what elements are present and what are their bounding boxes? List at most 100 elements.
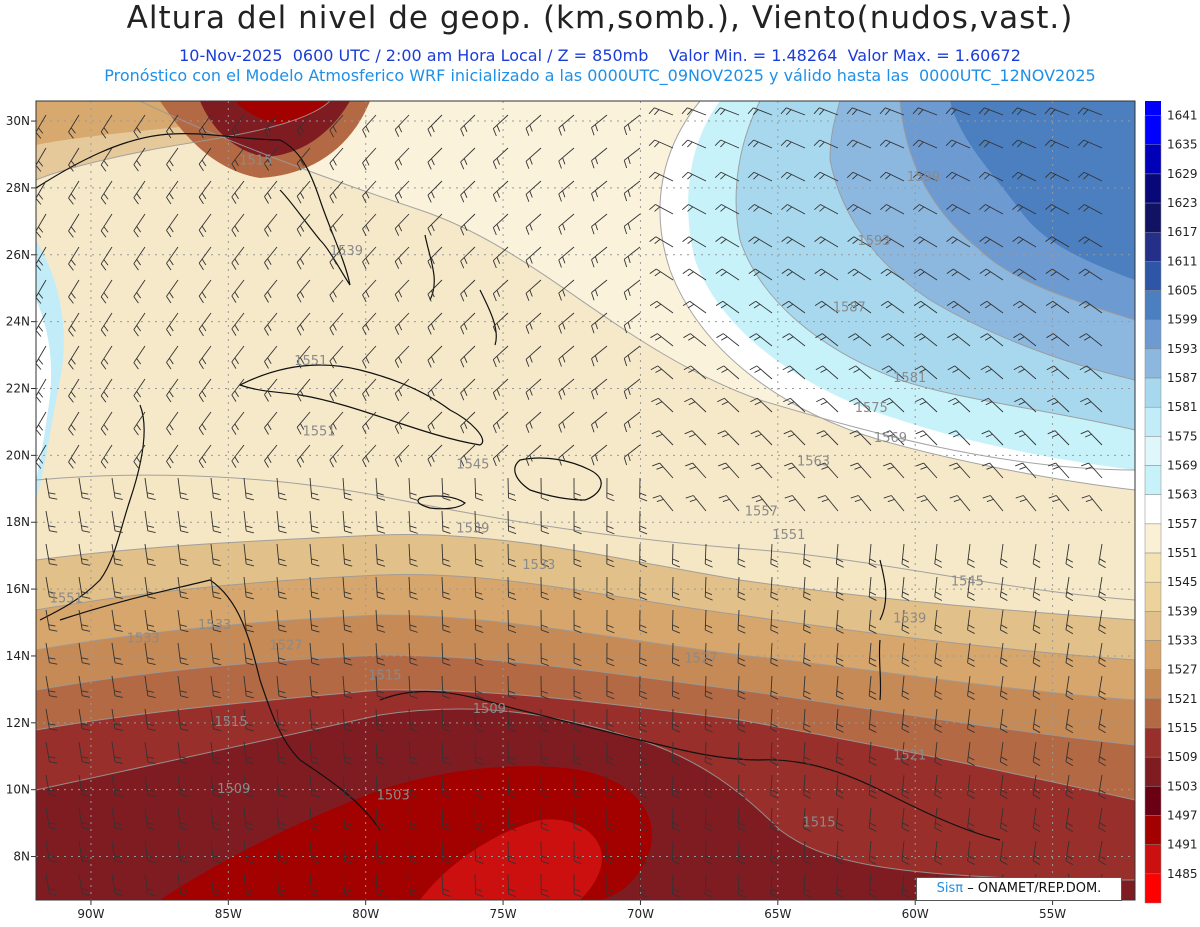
wind-barb — [78, 477, 91, 500]
wind-barb — [704, 873, 713, 898]
wind-barb — [68, 180, 80, 205]
wind-barb — [68, 444, 80, 469]
wind-barb — [540, 873, 549, 898]
wind-barb — [1047, 430, 1070, 446]
wind-barb — [408, 510, 418, 534]
wind-barb — [639, 807, 648, 832]
wind-barb — [1065, 708, 1074, 734]
wind-barb — [1045, 236, 1070, 248]
wind-barb — [979, 268, 1004, 281]
wind-barb — [816, 397, 839, 413]
legend-level-label: 1623 — [1167, 196, 1198, 210]
legend-cap — [1145, 101, 1161, 116]
wind-barb — [198, 444, 212, 469]
legend-swatch — [1144, 815, 1162, 845]
wind-barb — [737, 873, 746, 898]
wind-barb — [408, 708, 418, 732]
wind-barb — [507, 477, 517, 502]
wind-barb — [133, 411, 146, 436]
wind-barb — [782, 365, 806, 380]
wind-barb — [492, 246, 509, 269]
wind-barb — [737, 675, 746, 700]
wind-barb — [948, 430, 971, 446]
wind-barb — [947, 333, 971, 347]
wind-barb — [329, 345, 344, 369]
wind-barb — [231, 411, 245, 435]
wind-barb — [648, 139, 674, 149]
wind-barb — [144, 609, 156, 633]
wind-barb — [1078, 300, 1103, 314]
wind-barb — [901, 609, 910, 634]
wind-barb — [111, 576, 123, 599]
wind-barb — [718, 462, 740, 479]
wind-barb — [682, 236, 707, 248]
contour-label: 1533 — [198, 618, 231, 633]
wind-barb — [967, 840, 975, 865]
wind-barb — [770, 873, 779, 898]
wind-barb — [780, 139, 806, 149]
wind-barb — [982, 495, 1004, 512]
wind-barb — [474, 774, 484, 798]
contour-label: 1503 — [377, 789, 410, 804]
contour-label: 1545 — [951, 575, 984, 590]
wind-barb — [198, 312, 212, 337]
wind-barb — [133, 213, 146, 238]
wind-barb — [362, 213, 377, 237]
wind-barb — [1046, 333, 1070, 347]
wind-barb — [1098, 642, 1106, 668]
wind-barb — [78, 642, 91, 665]
wind-barb — [999, 642, 1008, 668]
wind-barb — [198, 279, 212, 304]
legend-swatch — [1144, 552, 1162, 583]
legend-swatch — [1144, 290, 1162, 320]
wind-barb — [623, 147, 641, 169]
wind-barb — [1044, 139, 1070, 149]
wind-barb — [737, 840, 746, 865]
wind-barb — [814, 300, 839, 314]
lat-tick-label: 16N — [6, 582, 30, 596]
legend-level-label: 1521 — [1167, 692, 1198, 706]
wind-barb — [342, 675, 353, 699]
wind-barb — [946, 236, 971, 248]
wind-barb — [111, 642, 123, 665]
wind-barb — [342, 807, 353, 831]
wind-barb — [780, 107, 806, 116]
wind-barb — [264, 213, 278, 237]
wind-barb — [1098, 807, 1106, 833]
wind-barb — [558, 114, 575, 136]
wind-barb — [394, 279, 410, 302]
wind-barb — [492, 444, 509, 467]
wind-barb — [36, 345, 47, 370]
wind-barb — [177, 807, 189, 831]
wind-barb — [276, 840, 287, 864]
wind-barb — [133, 378, 146, 403]
wind-barb — [835, 807, 844, 832]
wind-barb — [901, 807, 910, 832]
wind-barb — [916, 495, 938, 512]
wind-barb — [980, 333, 1004, 347]
hispaniola-coast — [514, 457, 602, 501]
wind-barb — [978, 139, 1004, 149]
wind-barb — [177, 840, 189, 864]
legend-level-label: 1629 — [1167, 167, 1198, 181]
wind-barb — [111, 840, 123, 863]
wind-barb — [177, 675, 189, 699]
wind-barb — [133, 312, 146, 337]
wind-barb — [817, 495, 839, 512]
wind-barb — [737, 642, 746, 667]
wind-barb — [78, 609, 91, 632]
wind-barb — [945, 107, 971, 116]
wind-barb — [133, 279, 146, 304]
legend-swatch — [1144, 377, 1162, 408]
wind-barb — [737, 576, 746, 601]
wind-barb — [45, 576, 58, 599]
wind-barb — [492, 213, 509, 236]
wind-barb — [591, 378, 608, 400]
wind-barb — [166, 147, 179, 172]
lon-tick-label: 85W — [215, 907, 242, 921]
wind-barb — [847, 268, 872, 281]
wind-barb — [177, 873, 189, 897]
wind-barb — [68, 114, 80, 139]
wind-barb — [309, 477, 320, 501]
